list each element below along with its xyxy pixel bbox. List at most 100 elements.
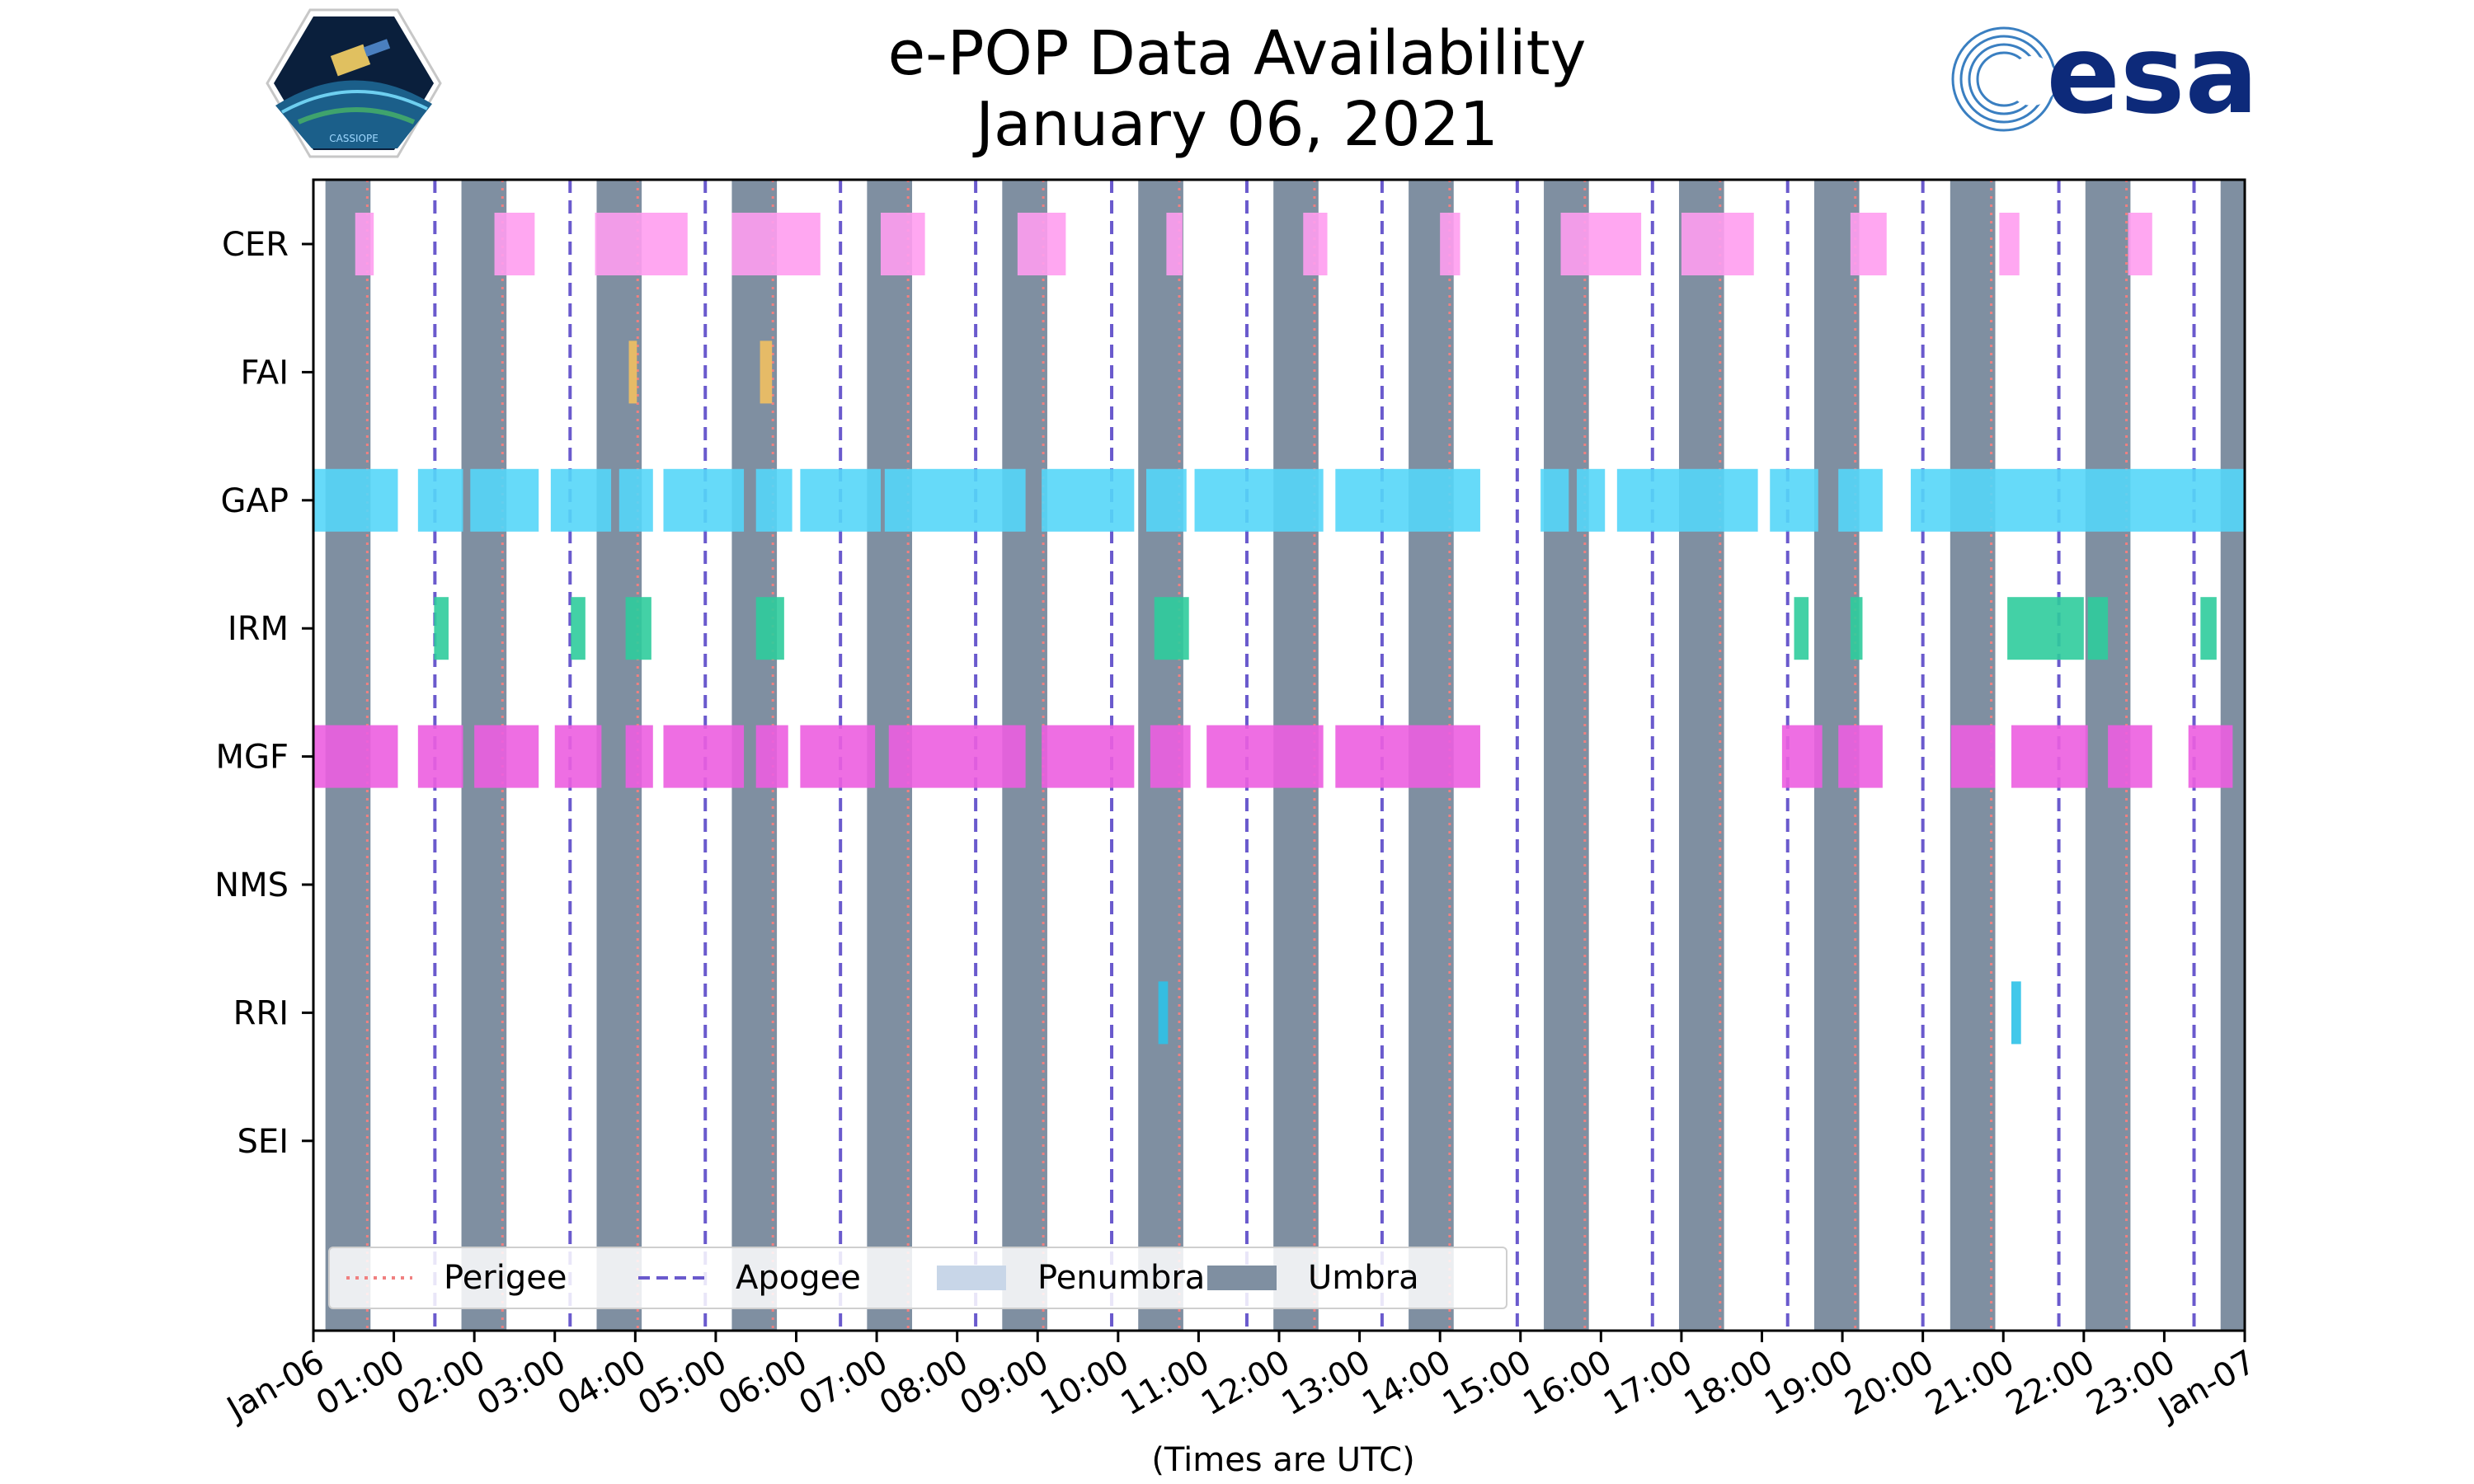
bar-gap-4 — [618, 468, 653, 532]
legend-item-perigee: Perigee — [346, 1248, 567, 1308]
legend-penumbra-swatch — [937, 1266, 1006, 1290]
chart-title-line-2: January 06, 2021 — [976, 89, 1498, 160]
x-tick-label-15: 15:00 — [1437, 1343, 1538, 1423]
bar-mgf-13 — [1781, 725, 1823, 788]
bar-fai-0 — [628, 340, 637, 404]
perigee-lines — [365, 180, 2128, 1331]
y-tick-label-cer: CER — [222, 226, 289, 264]
availability-bars — [313, 213, 2245, 1045]
y-tick-label-gap: GAP — [221, 482, 289, 520]
bar-gap-11 — [1194, 468, 1324, 532]
esa-logo-text: esa — [2046, 21, 2258, 137]
bar-cer-10 — [1681, 213, 1754, 275]
bar-gap-15 — [1616, 468, 1758, 532]
bar-mgf-16 — [2011, 725, 2088, 788]
bar-cer-12 — [1999, 213, 2020, 275]
x-tick-label-14: 14:00 — [1356, 1343, 1457, 1423]
bar-irm-5 — [1794, 597, 1809, 660]
esa-logo: esa — [1951, 21, 2259, 137]
bar-gap-13 — [1540, 468, 1569, 532]
bar-rri-1 — [2011, 981, 2021, 1045]
bar-mgf-14 — [1838, 725, 1883, 788]
bar-irm-0 — [434, 597, 449, 660]
x-tick-label-1: 01:00 — [310, 1343, 412, 1423]
bar-gap-12 — [1335, 468, 1480, 532]
x-tick-label-17: 17:00 — [1597, 1343, 1699, 1423]
legend-perigee-label: Perigee — [444, 1259, 567, 1297]
bar-mgf-10 — [1150, 725, 1191, 788]
x-tick-label-12: 12:00 — [1195, 1343, 1296, 1423]
bar-cer-2 — [595, 213, 688, 275]
bar-gap-2 — [470, 468, 539, 532]
bar-cer-8 — [1440, 213, 1460, 275]
bar-gap-5 — [663, 468, 745, 532]
x-tick-label-4: 04:00 — [551, 1343, 652, 1423]
bar-gap-7 — [800, 468, 881, 532]
bar-cer-1 — [494, 213, 535, 275]
y-tick-label-irm: IRM — [228, 610, 289, 648]
bar-cer-5 — [1017, 213, 1066, 275]
x-tick-label-6: 06:00 — [713, 1343, 814, 1423]
bar-mgf-7 — [800, 725, 876, 788]
bar-mgf-15 — [1950, 725, 1996, 788]
x-tick-label-5: 05:00 — [632, 1343, 733, 1423]
bar-mgf-5 — [663, 725, 745, 788]
bar-irm-4 — [1154, 597, 1189, 660]
legend-apogee-label: Apogee — [736, 1259, 861, 1297]
bar-irm-6 — [1850, 597, 1863, 660]
bar-irm-1 — [571, 597, 586, 660]
apogee-lines — [433, 180, 2196, 1331]
x-tick-label-22: 22:00 — [2000, 1343, 2101, 1423]
y-tick-label-fai: FAI — [241, 354, 289, 392]
bar-irm-2 — [625, 597, 651, 660]
bar-cer-4 — [880, 213, 925, 275]
chart-title-line-1: e-POP Data Availability — [887, 18, 1587, 89]
bar-mgf-1 — [417, 725, 463, 788]
bar-rri-0 — [1158, 981, 1169, 1045]
bar-gap-3 — [550, 468, 612, 532]
bar-cer-3 — [731, 213, 821, 275]
x-tick-label-11: 11:00 — [1115, 1343, 1216, 1423]
x-tick-label-20: 20:00 — [1839, 1343, 1940, 1423]
bar-gap-0 — [313, 468, 398, 532]
legend-umbra-swatch — [1207, 1266, 1277, 1290]
bar-fai-1 — [760, 340, 773, 404]
bar-irm-3 — [755, 597, 784, 660]
x-tick-label-9: 09:00 — [953, 1343, 1055, 1423]
legend-apogee-swatch — [638, 1276, 704, 1280]
x-tick-label-13: 13:00 — [1276, 1343, 1377, 1423]
bar-mgf-0 — [313, 725, 398, 788]
legend-umbra-label: Umbra — [1308, 1259, 1419, 1297]
bar-mgf-18 — [2188, 725, 2233, 788]
bar-irm-9 — [2200, 597, 2217, 660]
bar-cer-13 — [2128, 213, 2152, 275]
legend-perigee-swatch — [346, 1276, 412, 1280]
bar-cer-11 — [1850, 213, 1887, 275]
bar-gap-9 — [1042, 468, 1135, 532]
y-tick-label-nms: NMS — [214, 866, 289, 904]
bar-cer-7 — [1303, 213, 1328, 275]
x-tick-label-8: 08:00 — [873, 1343, 975, 1423]
x-tick-label-0: Jan-06 — [219, 1343, 331, 1430]
bar-mgf-2 — [474, 725, 539, 788]
bar-cer-6 — [1166, 213, 1183, 275]
umbra-band-10 — [1678, 180, 1724, 1331]
bar-mgf-6 — [755, 725, 788, 788]
x-tick-label-16: 16:00 — [1517, 1343, 1618, 1423]
cassiope-logo: CASSIOPE — [266, 8, 442, 158]
bar-gap-1 — [417, 468, 463, 532]
y-tick-label-mgf: MGF — [215, 739, 289, 777]
x-tick-label-18: 18:00 — [1678, 1343, 1780, 1423]
umbra-band-9 — [1544, 180, 1589, 1331]
bar-mgf-3 — [554, 725, 602, 788]
bar-irm-7 — [2007, 597, 2084, 660]
bar-mgf-9 — [1042, 725, 1135, 788]
bar-gap-6 — [755, 468, 793, 532]
x-tick-label-3: 03:00 — [471, 1343, 572, 1423]
legend-item-apogee: Apogee — [638, 1248, 861, 1308]
x-tick-label-21: 21:00 — [1919, 1343, 2020, 1423]
bar-gap-14 — [1577, 468, 1606, 532]
legend-penumbra-label: Penumbra — [1037, 1259, 1206, 1297]
bar-irm-8 — [2087, 597, 2109, 660]
